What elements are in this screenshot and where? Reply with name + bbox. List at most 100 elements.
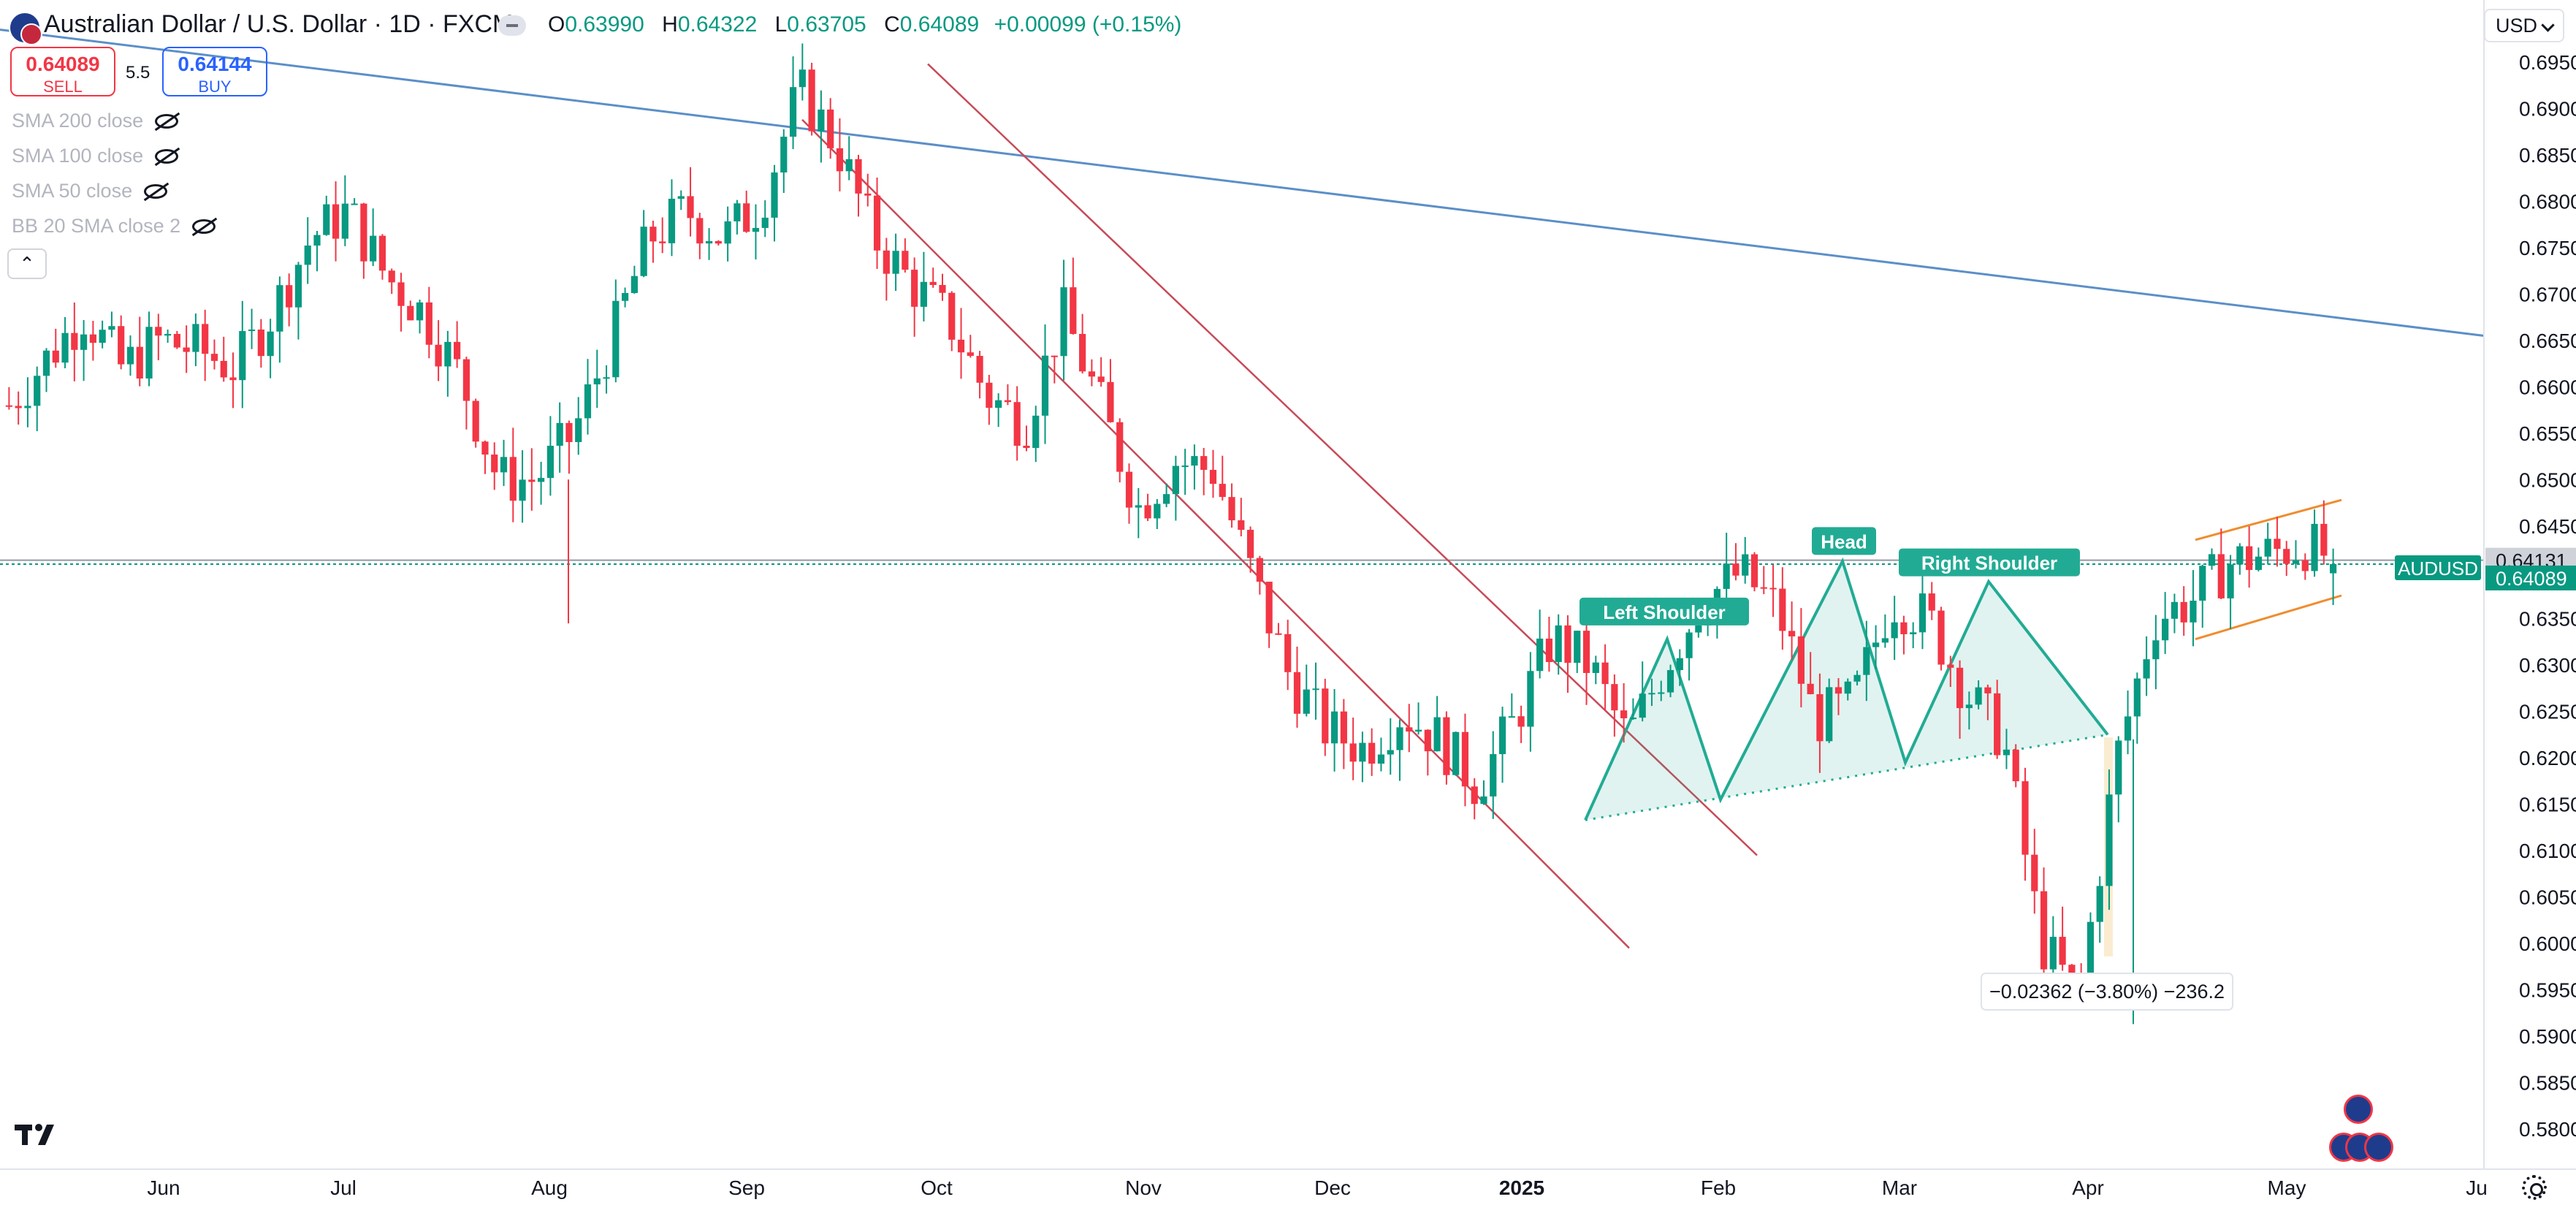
collapse-legend-icon[interactable] xyxy=(498,15,526,36)
indicator-bb-20[interactable]: BB 20 SMA close 2 xyxy=(12,215,216,237)
sell-button[interactable]: 0.64089 SELL xyxy=(10,47,115,96)
candle xyxy=(2292,540,2300,569)
candle xyxy=(1956,660,1964,739)
candle xyxy=(668,179,676,256)
candle xyxy=(920,251,928,322)
buy-button[interactable]: 0.64144 BUY xyxy=(162,47,267,96)
candle xyxy=(1648,678,1655,707)
candle xyxy=(1443,711,1450,785)
hidden-eye-icon[interactable] xyxy=(155,148,179,164)
candle xyxy=(2096,876,2103,943)
tradingview-logo-icon[interactable] xyxy=(15,1122,63,1148)
candle xyxy=(2031,829,2038,914)
candle xyxy=(173,330,180,349)
indicator-sma-50[interactable]: SMA 50 close xyxy=(12,180,168,202)
candle xyxy=(519,450,526,523)
head-label[interactable]: Head xyxy=(1812,527,1876,555)
svg-text:−0.02362 (−3.80%) −236.2: −0.02362 (−3.80%) −236.2 xyxy=(1989,981,2225,1003)
candle xyxy=(1900,615,1908,655)
candle xyxy=(1910,622,1917,649)
candle xyxy=(1256,555,1263,595)
hidden-eye-icon[interactable] xyxy=(192,218,216,234)
candle xyxy=(1891,596,1898,661)
measure-tooltip[interactable]: −0.02362 (−3.80%) −236.2 xyxy=(1981,973,2233,1011)
collapse-indicators-button[interactable]: ⌃ xyxy=(7,248,47,279)
event-flag-icon[interactable] xyxy=(2364,1133,2393,1162)
sell-label: SELL xyxy=(43,77,83,96)
candle xyxy=(444,330,451,397)
candle xyxy=(1564,615,1571,693)
candle xyxy=(2133,672,2141,744)
candle xyxy=(164,329,172,343)
candle xyxy=(1116,418,1124,483)
candle xyxy=(1013,386,1021,461)
candle xyxy=(677,190,685,210)
candle xyxy=(696,213,704,259)
candle xyxy=(1079,313,1086,374)
candle xyxy=(1918,575,1927,650)
candle xyxy=(873,177,881,270)
indicator-sma-100[interactable]: SMA 100 close xyxy=(12,145,179,167)
candle xyxy=(1928,582,1935,620)
candle xyxy=(2236,543,2244,575)
y-tick-label: 0.58000 xyxy=(2519,1118,2576,1141)
candle xyxy=(500,439,508,487)
svg-text:0.64089: 0.64089 xyxy=(2496,568,2567,590)
candle xyxy=(2274,517,2281,567)
au-flag-icon[interactable] xyxy=(2344,1095,2373,1124)
candle xyxy=(1368,728,1376,776)
candle xyxy=(1545,616,1553,672)
right-shoulder-label[interactable]: Right Shoulder xyxy=(1899,548,2080,577)
settings-gear-icon[interactable] xyxy=(2522,1175,2547,1200)
candle xyxy=(640,210,647,278)
candle xyxy=(1200,447,1208,495)
hidden-eye-icon[interactable] xyxy=(144,183,168,199)
candle xyxy=(15,391,22,425)
candle xyxy=(836,118,844,191)
candle xyxy=(1330,688,1338,772)
x-tick-label: Apr xyxy=(2072,1176,2104,1199)
candle xyxy=(1060,259,1067,381)
candle xyxy=(229,352,237,408)
symbol-badge: AUDUSD xyxy=(2395,555,2481,580)
candle xyxy=(864,173,872,207)
candle xyxy=(799,43,806,101)
candle xyxy=(1172,455,1179,521)
candle xyxy=(855,154,862,217)
candle xyxy=(2320,500,2328,565)
hidden-eye-icon[interactable] xyxy=(155,113,179,129)
high-key: H xyxy=(662,12,678,37)
candle xyxy=(1750,552,1758,592)
currency-select[interactable]: USD xyxy=(2484,9,2564,42)
candle xyxy=(2311,509,2318,577)
candle xyxy=(257,319,264,368)
x-tick-label: Aug xyxy=(531,1176,568,1199)
candle xyxy=(1452,731,1460,776)
candle xyxy=(2217,528,2225,599)
symbol-title[interactable]: Australian Dollar / U.S. Dollar · 1D · F… xyxy=(44,10,514,38)
candle xyxy=(1228,483,1235,528)
candle xyxy=(743,190,750,233)
candle xyxy=(407,300,414,321)
candle xyxy=(1023,425,1030,452)
candle xyxy=(659,217,666,254)
candle xyxy=(1517,705,1525,743)
indicator-sma-200[interactable]: SMA 200 close xyxy=(12,110,179,132)
candle xyxy=(304,217,311,284)
candle xyxy=(2208,548,2216,570)
candle xyxy=(1816,673,1824,773)
candle xyxy=(967,335,974,358)
candle xyxy=(2143,636,2150,696)
candle xyxy=(556,402,563,473)
close-key: C xyxy=(884,12,900,37)
candle xyxy=(99,320,106,349)
left-shoulder-label[interactable]: Left Shoulder xyxy=(1579,597,1749,625)
candle xyxy=(454,321,461,368)
candle xyxy=(1574,631,1581,674)
candle xyxy=(1527,652,1534,752)
candle xyxy=(108,311,115,338)
close-value: 0.64089 xyxy=(899,12,980,37)
